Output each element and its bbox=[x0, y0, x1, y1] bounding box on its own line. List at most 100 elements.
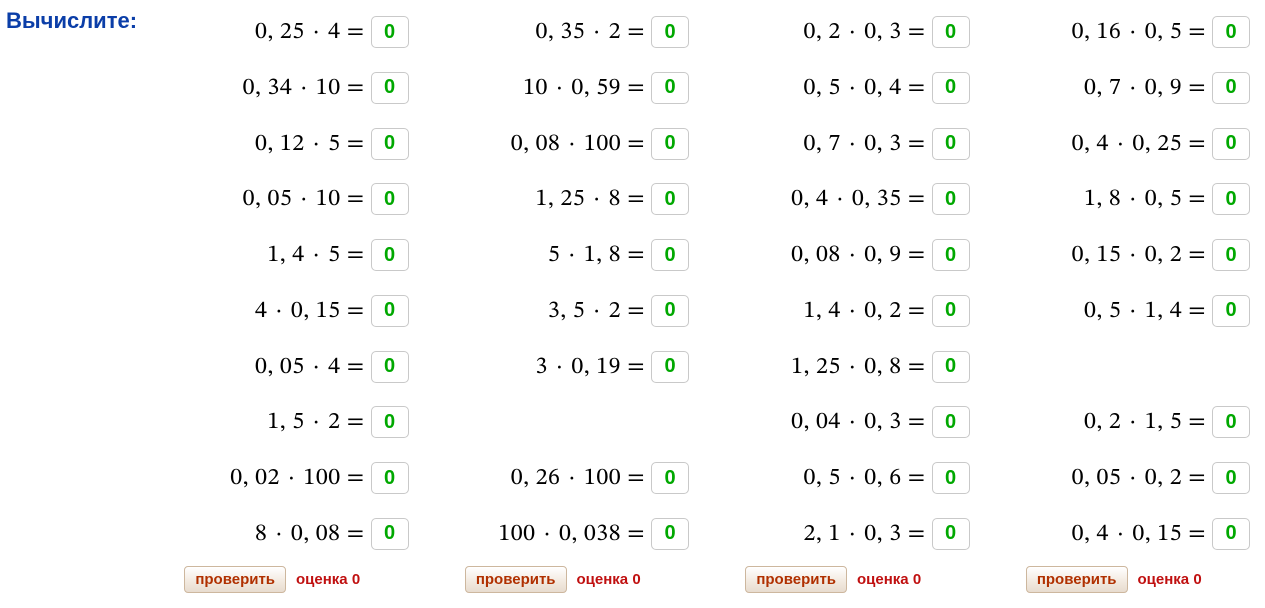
expression: 0, 4 · 0, 25 = bbox=[1072, 129, 1206, 159]
problem-row: 0, 4 · 0, 25 = bbox=[978, 122, 1251, 166]
answer-input[interactable] bbox=[371, 295, 409, 327]
answer-input[interactable] bbox=[371, 351, 409, 383]
answer-input[interactable] bbox=[932, 406, 970, 438]
answer-input[interactable] bbox=[932, 128, 970, 160]
check-button[interactable]: проверить bbox=[184, 566, 286, 593]
answer-input[interactable] bbox=[651, 351, 689, 383]
check-button[interactable]: проверить bbox=[745, 566, 847, 593]
expression: 4 · 0, 15 = bbox=[255, 296, 365, 326]
answer-input[interactable] bbox=[1212, 518, 1250, 550]
answer-input[interactable] bbox=[1212, 16, 1250, 48]
score-label: оценка 0 bbox=[857, 571, 921, 588]
rows-area: 0, 2 · 0, 3 = 0, 5 · 0, 4 = 0, 7 · 0, 3 = 0… bbox=[697, 10, 970, 562]
answer-input[interactable] bbox=[651, 462, 689, 494]
problem-row: 0, 7 · 0, 3 = bbox=[697, 122, 970, 166]
expression: 0, 7 · 0, 3 = bbox=[803, 129, 925, 159]
problem-row: 100 · 0, 038 = bbox=[417, 512, 690, 556]
answer-input[interactable] bbox=[932, 183, 970, 215]
answer-input[interactable] bbox=[932, 518, 970, 550]
answer-input[interactable] bbox=[932, 462, 970, 494]
expression: 5 · 1, 8 = bbox=[548, 240, 645, 270]
answer-input[interactable] bbox=[371, 72, 409, 104]
expression: 0, 5 · 0, 4 = bbox=[803, 73, 925, 103]
expression: 1, 4 · 5 = bbox=[267, 240, 364, 270]
score-label: оценка 0 bbox=[296, 571, 360, 588]
answer-input[interactable] bbox=[932, 351, 970, 383]
expression: 0, 35 · 2 = bbox=[535, 17, 645, 47]
problem-row: 1, 25 · 0, 8 = bbox=[697, 345, 970, 389]
answer-input[interactable] bbox=[1212, 183, 1250, 215]
answer-input[interactable] bbox=[932, 239, 970, 271]
column-footer: проверить оценка 0 bbox=[136, 562, 409, 600]
expression: 0, 08 · 100 = bbox=[511, 129, 645, 159]
answer-input[interactable] bbox=[1212, 239, 1250, 271]
answer-input[interactable] bbox=[1212, 295, 1250, 327]
expression: 8 · 0, 08 = bbox=[255, 519, 365, 549]
problem-row: 1, 5 · 2 = bbox=[136, 400, 409, 444]
problem-row: 0, 4 · 0, 15 = bbox=[978, 512, 1251, 556]
problem-row: 0, 05 · 10 = bbox=[136, 177, 409, 221]
answer-input[interactable] bbox=[1212, 72, 1250, 104]
problem-row: 0, 5 · 0, 6 = bbox=[697, 456, 970, 500]
answer-input[interactable] bbox=[371, 406, 409, 438]
column-1: 0, 25 · 4 =0, 34 · 10 =0, 12 · 5 =0, 05 … bbox=[136, 10, 417, 600]
problem-row: 8 · 0, 08 = bbox=[136, 512, 409, 556]
answer-input[interactable] bbox=[651, 239, 689, 271]
expression: 0, 2 · 1, 5 = bbox=[1084, 407, 1206, 437]
answer-input[interactable] bbox=[1212, 406, 1250, 438]
problem-row: 0, 04 · 0, 3 = bbox=[697, 400, 970, 444]
problem-row: 0, 2 · 1, 5 = bbox=[978, 400, 1251, 444]
expression: 3 · 0, 19 = bbox=[535, 352, 645, 382]
answer-input[interactable] bbox=[371, 183, 409, 215]
expression: 1, 5 · 2 = bbox=[267, 407, 364, 437]
rows-area: 0, 35 · 2 = 10 · 0, 59 = 0, 08 · 100 = 1, 2… bbox=[417, 10, 690, 562]
column-2: 0, 35 · 2 = 10 · 0, 59 = 0, 08 · 100 = 1, 2… bbox=[417, 10, 698, 600]
problem-row: 1, 25 · 8 = bbox=[417, 177, 690, 221]
expression: 0, 08 · 0, 9 = bbox=[791, 240, 925, 270]
spacer-row bbox=[978, 345, 1251, 389]
problem-row: 0, 35 · 2 = bbox=[417, 10, 690, 54]
problem-row: 0, 25 · 4 = bbox=[136, 10, 409, 54]
answer-input[interactable] bbox=[651, 183, 689, 215]
answer-input[interactable] bbox=[371, 518, 409, 550]
expression: 100 · 0, 038 = bbox=[498, 519, 645, 549]
expression: 0, 5 · 1, 4 = bbox=[1084, 296, 1206, 326]
page-title: Вычислите: bbox=[6, 8, 137, 34]
answer-input[interactable] bbox=[1212, 128, 1250, 160]
check-button[interactable]: проверить bbox=[465, 566, 567, 593]
problem-row: 0, 05 · 0, 2 = bbox=[978, 456, 1251, 500]
expression: 0, 26 · 100 = bbox=[511, 463, 645, 493]
problem-row: 1, 4 · 0, 2 = bbox=[697, 289, 970, 333]
expression: 10 · 0, 59 = bbox=[523, 73, 645, 103]
column-footer: проверить оценка 0 bbox=[697, 562, 970, 600]
expression: 0, 4 · 0, 15 = bbox=[1072, 519, 1206, 549]
answer-input[interactable] bbox=[932, 295, 970, 327]
column-4: 0, 16 · 0, 5 = 0, 7 · 0, 9 = 0, 4 · 0, 25 … bbox=[978, 10, 1259, 600]
expression: 0, 05 · 10 = bbox=[243, 184, 365, 214]
problem-row: 1, 8 · 0, 5 = bbox=[978, 177, 1251, 221]
answer-input[interactable] bbox=[371, 128, 409, 160]
problem-row: 0, 2 · 0, 3 = bbox=[697, 10, 970, 54]
answer-input[interactable] bbox=[651, 16, 689, 48]
problem-row: 0, 16 · 0, 5 = bbox=[978, 10, 1251, 54]
problem-row: 0, 12 · 5 = bbox=[136, 122, 409, 166]
answer-input[interactable] bbox=[371, 239, 409, 271]
columns-container: 0, 25 · 4 =0, 34 · 10 =0, 12 · 5 =0, 05 … bbox=[136, 10, 1258, 600]
answer-input[interactable] bbox=[651, 295, 689, 327]
answer-input[interactable] bbox=[651, 72, 689, 104]
problem-row: 3, 5 · 2 = bbox=[417, 289, 690, 333]
answer-input[interactable] bbox=[932, 16, 970, 48]
problem-row: 0, 15 · 0, 2 = bbox=[978, 233, 1251, 277]
answer-input[interactable] bbox=[371, 462, 409, 494]
answer-input[interactable] bbox=[371, 16, 409, 48]
expression: 0, 12 · 5 = bbox=[255, 129, 365, 159]
expression: 0, 2 · 0, 3 = bbox=[803, 17, 925, 47]
problem-row: 4 · 0, 15 = bbox=[136, 289, 409, 333]
answer-input[interactable] bbox=[932, 72, 970, 104]
answer-input[interactable] bbox=[1212, 462, 1250, 494]
problem-row: 2, 1 · 0, 3 = bbox=[697, 512, 970, 556]
problem-row: 0, 7 · 0, 9 = bbox=[978, 66, 1251, 110]
answer-input[interactable] bbox=[651, 518, 689, 550]
answer-input[interactable] bbox=[651, 128, 689, 160]
check-button[interactable]: проверить bbox=[1026, 566, 1128, 593]
